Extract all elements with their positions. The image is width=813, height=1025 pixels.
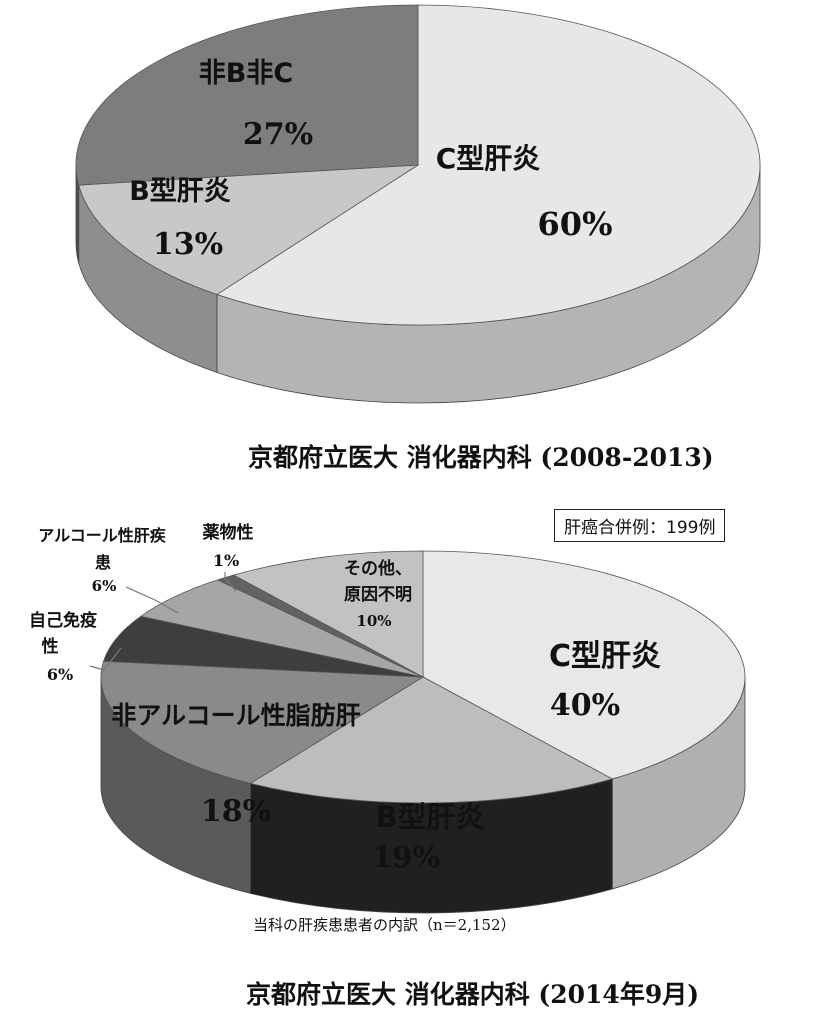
slice-value-C: 40% [550, 688, 620, 723]
slice-label-B: B型肝炎 [129, 176, 231, 207]
slice-label-: アルコール性肝疾 [38, 526, 166, 545]
patient-count-note: 当科の肝疾患患者の内訳（n＝2,152） [250, 914, 519, 935]
slice-label-: 自己免疫 [29, 610, 97, 631]
hcc-count-box: 肝癌合併例：199例 [554, 509, 726, 542]
slice-value-: 1% [213, 551, 239, 570]
slice-label-B-C: 非B非C [199, 58, 293, 89]
leader-line- [125, 586, 179, 614]
pie-labels: C型肝炎 60% B型肝炎 13% 非B非C 27% [129, 58, 612, 262]
slice-label-: 患 [95, 553, 111, 572]
pie-slice-B [249, 676, 614, 804]
pie-slice- [139, 579, 424, 678]
slice-label-: 性 [42, 636, 59, 657]
slice-value-C: 60% [538, 205, 613, 243]
pie-slices [75, 4, 761, 326]
slice-value-: 6% [92, 577, 117, 595]
slice-value-: 18% [201, 794, 271, 829]
caption-2014: 京都府立医大 消化器内科 (2014年9月) [246, 980, 700, 1009]
caption-2008-2013: 京都府立医大 消化器内科 (2008-2013) [248, 443, 714, 472]
pie-chart-2008-2013: C型肝炎 60% B型肝炎 13% 非B非C 27% [75, 4, 761, 404]
slice-value-: 10% [356, 612, 391, 630]
slice-value-: 6% [47, 665, 73, 684]
pie-slices [100, 550, 746, 804]
slice-value-B: 13% [153, 227, 223, 262]
pie-slice- [100, 660, 425, 784]
pie-slice-C [216, 4, 761, 326]
slice-value-B-C: 27% [243, 117, 313, 152]
pie-slice-C [422, 550, 746, 780]
pie-side-walls [100, 676, 746, 914]
slice-value-B: 19% [372, 840, 440, 874]
pie-slice- [232, 550, 424, 678]
pie-slice-B [78, 164, 420, 295]
pie-slice- [102, 615, 424, 678]
slice-label-B: B型肝炎 [375, 800, 484, 834]
slice-label-C: C型肝炎 [549, 639, 661, 674]
slice-label-: 非アルコール性脂肪肝 [111, 701, 360, 730]
slice-label-C: C型肝炎 [436, 142, 541, 175]
slice-label-: 原因不明 [344, 585, 412, 605]
leader-line- [224, 572, 237, 592]
pie-slice-B-C [75, 4, 419, 186]
leader-line- [89, 647, 122, 671]
slice-label-: 薬物性 [203, 522, 254, 543]
slice-label-: その他、 [344, 558, 412, 579]
